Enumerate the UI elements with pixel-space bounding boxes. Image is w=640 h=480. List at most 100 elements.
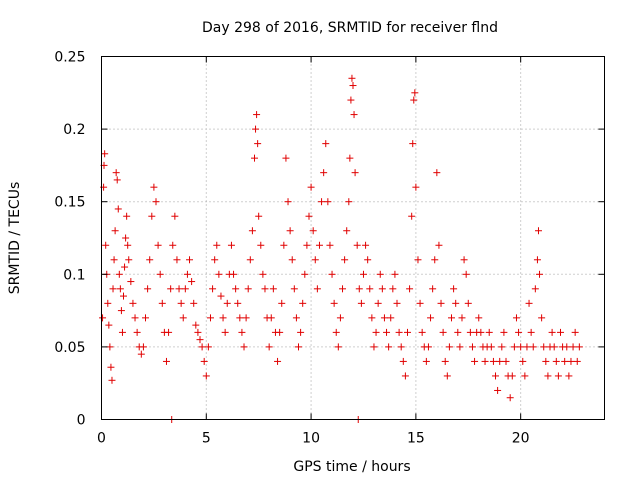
- data-point: [339, 285, 347, 293]
- data-point: [567, 357, 575, 365]
- data-point: [374, 299, 382, 307]
- data-point: [246, 256, 254, 264]
- y-tick-label: 0.2: [63, 122, 85, 138]
- x-tick-label: 10: [302, 431, 320, 447]
- data-point: [278, 299, 286, 307]
- data-point: [269, 285, 277, 293]
- data-point: [307, 183, 315, 191]
- data-point: [194, 328, 202, 336]
- data-point: [204, 343, 212, 351]
- data-point: [403, 328, 411, 336]
- data-point: [167, 285, 175, 293]
- data-point: [364, 256, 372, 264]
- data-point: [257, 241, 265, 249]
- data-point: [500, 328, 508, 336]
- data-point: [416, 299, 424, 307]
- data-point: [456, 343, 464, 351]
- data-point: [471, 357, 479, 365]
- data-point: [123, 212, 131, 220]
- data-point: [362, 241, 370, 249]
- data-point: [401, 372, 409, 380]
- data-point: [255, 212, 263, 220]
- data-point: [230, 270, 238, 278]
- data-point: [318, 198, 326, 206]
- data-point: [259, 270, 267, 278]
- data-point: [99, 314, 107, 322]
- data-point: [311, 256, 319, 264]
- data-point: [437, 299, 445, 307]
- data-point: [198, 343, 206, 351]
- data-point: [439, 328, 447, 336]
- data-point: [399, 357, 407, 365]
- data-point: [525, 299, 533, 307]
- data-point: [171, 212, 179, 220]
- data-point: [116, 285, 124, 293]
- data-point: [357, 299, 365, 307]
- data-point: [556, 328, 564, 336]
- data-point: [234, 299, 242, 307]
- data-point: [397, 343, 405, 351]
- data-point: [454, 328, 462, 336]
- data-point: [409, 140, 417, 148]
- data-point: [443, 372, 451, 380]
- data-point: [322, 140, 330, 148]
- data-point: [395, 328, 403, 336]
- data-point: [427, 314, 435, 322]
- data-point: [242, 314, 250, 322]
- data-point: [489, 357, 497, 365]
- data-point: [422, 357, 430, 365]
- data-point: [146, 256, 154, 264]
- data-point: [389, 285, 397, 293]
- data-point: [368, 314, 376, 322]
- data-point: [173, 256, 181, 264]
- data-point: [466, 328, 474, 336]
- y-tick-label: 0.05: [54, 340, 85, 356]
- data-point: [387, 314, 395, 322]
- data-point: [320, 169, 328, 177]
- data-point: [313, 285, 321, 293]
- data-point: [334, 343, 342, 351]
- data-point: [196, 336, 204, 344]
- data-point: [122, 234, 130, 242]
- data-point: [105, 321, 113, 329]
- data-point: [240, 343, 248, 351]
- data-point: [468, 343, 476, 351]
- x-tick-labels: 0 5 10 15 20: [97, 431, 530, 447]
- data-point: [276, 328, 284, 336]
- data-point: [286, 227, 294, 235]
- data-point: [324, 198, 332, 206]
- data-point: [261, 285, 269, 293]
- data-point: [190, 299, 198, 307]
- data-point: [104, 299, 112, 307]
- data-point: [227, 241, 235, 249]
- data-point: [561, 357, 569, 365]
- data-point: [366, 285, 374, 293]
- data-point: [519, 357, 527, 365]
- data-point: [177, 299, 185, 307]
- data-point: [554, 372, 562, 380]
- data-point: [303, 241, 311, 249]
- data-point: [370, 343, 378, 351]
- x-tick-label: 5: [202, 431, 211, 447]
- data-point: [487, 343, 495, 351]
- data-point: [248, 227, 256, 235]
- data-point: [414, 256, 422, 264]
- data-point: [552, 357, 560, 365]
- data-point: [475, 314, 483, 322]
- data-point: [391, 270, 399, 278]
- data-point: [315, 241, 323, 249]
- data-point: [209, 285, 217, 293]
- data-point: [512, 314, 520, 322]
- data-point: [211, 256, 219, 264]
- data-point: [448, 314, 456, 322]
- data-point: [536, 270, 544, 278]
- data-point: [139, 343, 147, 351]
- data-point: [292, 314, 300, 322]
- data-point: [538, 314, 546, 322]
- data-point: [250, 154, 258, 162]
- data-point: [179, 314, 187, 322]
- data-point: [458, 314, 466, 322]
- data-point: [372, 328, 380, 336]
- data-point: [351, 169, 359, 177]
- data-point: [347, 96, 355, 104]
